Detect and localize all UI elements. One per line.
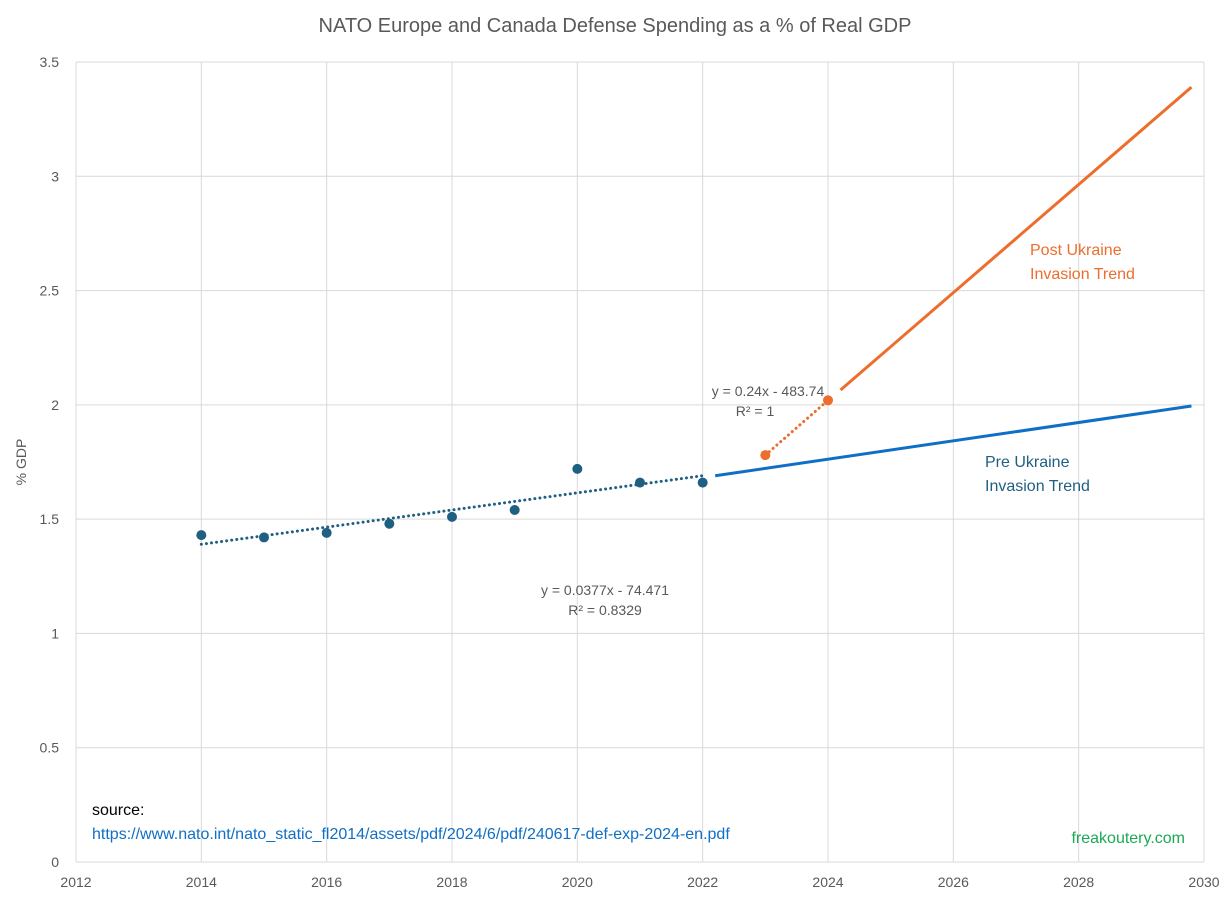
y-tick-label: 0 <box>51 854 59 870</box>
y-tick-label: 1 <box>51 625 59 641</box>
post-fit-r2: R² = 1 <box>736 403 775 419</box>
x-tick-label: 2016 <box>311 874 342 890</box>
pre-fit-equation: y = 0.0377x - 74.471 <box>541 582 669 598</box>
y-tick-label: 2.5 <box>40 283 60 299</box>
ticks: 2012 2014 2016 2018 2020 2022 2024 2026 2028 2030… <box>40 54 1220 890</box>
pre-trend-label-1: Pre Ukraine <box>985 454 1070 471</box>
post-projection-line <box>839 86 1193 392</box>
points <box>196 395 833 543</box>
y-tick-label: 0.5 <box>40 740 60 756</box>
pre-fit-r2: R² = 0.8329 <box>568 602 642 618</box>
y-tick-label: 1.5 <box>40 511 60 527</box>
pre-invasion-data-point <box>196 530 207 541</box>
y-axis-label: % GDP <box>13 439 29 486</box>
pre-invasion-data-point <box>259 532 269 543</box>
x-tick-label: 2020 <box>562 874 593 890</box>
x-tick-label: 2028 <box>1063 874 1094 890</box>
pre-invasion-data-point <box>572 463 583 474</box>
grid <box>75 61 1205 863</box>
x-tick-label: 2030 <box>1188 874 1219 890</box>
pre-invasion-data-point <box>635 477 645 488</box>
pre-invasion-data-point <box>697 477 708 488</box>
pre-invasion-data-point <box>447 511 457 522</box>
x-tick-label: 2024 <box>812 874 843 890</box>
source-link[interactable]: https://www.nato.int/nato_static_fl2014/… <box>92 826 730 843</box>
pre-invasion-data-point <box>384 518 395 529</box>
y-tick-label: 3 <box>51 168 59 184</box>
pre-trend-label-2: Invasion Trend <box>985 478 1090 495</box>
watermark: freakoutery.com <box>1071 830 1185 847</box>
pre-invasion-data-point <box>321 527 332 538</box>
post-fit-equation: y = 0.24x - 483.74 <box>712 383 825 399</box>
chart-title: NATO Europe and Canada Defense Spending … <box>319 15 912 37</box>
post-trend-label-2: Invasion Trend <box>1030 266 1135 283</box>
x-tick-label: 2026 <box>938 874 969 890</box>
x-tick-label: 2018 <box>436 874 467 890</box>
post-fit-line <box>763 398 830 457</box>
pre-projection-line <box>714 404 1192 478</box>
post-invasion-data-point <box>760 450 771 461</box>
post-trend-label-1: Post Ukraine <box>1030 242 1122 259</box>
y-tick-label: 2 <box>51 397 59 413</box>
source-label: source: <box>92 802 144 819</box>
x-tick-label: 2014 <box>186 874 217 890</box>
x-tick-label: 2022 <box>687 874 718 890</box>
lines <box>199 86 1193 546</box>
x-tick-label: 2012 <box>60 874 91 890</box>
pre-invasion-data-point <box>509 505 520 515</box>
post-invasion-data-point <box>823 395 833 406</box>
y-tick-label: 3.5 <box>40 54 60 70</box>
